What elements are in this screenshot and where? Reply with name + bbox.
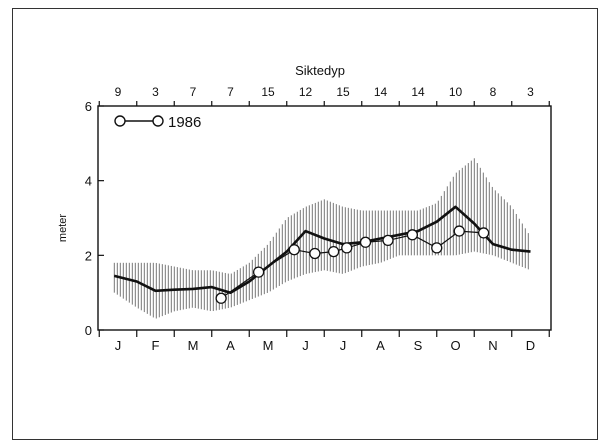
top-count-label-5: 12: [299, 85, 313, 99]
y-axis-label: meter: [57, 214, 69, 242]
y-tick-label-2: 2: [85, 248, 92, 263]
point-1986-10: [453, 225, 465, 237]
point-1986-6: [359, 236, 372, 248]
point-1986-8: [406, 229, 419, 241]
y-tick-label-0: 0: [85, 323, 92, 338]
y-tick-label-6: 6: [85, 99, 92, 114]
top-count-label-0: 9: [115, 85, 122, 99]
month-label-5: J: [302, 338, 309, 353]
series-points: [215, 225, 490, 304]
month-label-10: N: [488, 338, 497, 353]
y-tick-label-4: 4: [85, 174, 92, 189]
figure-frame: [12, 8, 598, 440]
month-label-0: J: [115, 338, 122, 353]
legend-marker-right: [152, 115, 164, 127]
month-label-6: J: [340, 338, 347, 353]
top-count-label-3: 7: [227, 85, 234, 99]
axis-ticks: 0 2 4 6 J F M A M J J A S O N D 9 3 7 7 15 12 15 14 14 10 8 3: [85, 85, 550, 353]
point-1986-7: [382, 234, 394, 247]
top-count-label-6: 15: [336, 85, 350, 99]
top-count-label-4: 15: [261, 85, 275, 99]
month-label-11: D: [526, 338, 535, 353]
legend-label-1986: 1986: [168, 114, 201, 131]
top-count-label-10: 8: [490, 85, 497, 99]
point-1986-1: [252, 266, 265, 278]
point-1986-4: [327, 245, 340, 258]
month-label-7: A: [376, 338, 385, 353]
point-1986-5: [341, 242, 353, 254]
legend-marker-left: [114, 115, 126, 127]
mean-line: [113, 205, 531, 294]
chart-title: Siktedyp: [295, 63, 345, 78]
point-1986-11: [477, 227, 490, 239]
month-label-9: O: [450, 338, 460, 353]
top-count-label-2: 7: [190, 85, 197, 99]
point-1986-0: [215, 292, 227, 304]
top-count-label-9: 10: [449, 85, 463, 99]
legend: 1986: [114, 114, 201, 131]
top-count-label-1: 3: [152, 85, 159, 99]
month-label-1: F: [152, 338, 160, 353]
month-label-2: M: [188, 338, 199, 353]
top-count-label-7: 14: [374, 85, 388, 99]
month-label-4: M: [263, 338, 274, 353]
top-count-label-8: 14: [411, 85, 425, 99]
top-count-label-11: 3: [527, 85, 534, 99]
month-label-8: S: [414, 338, 423, 353]
point-1986-2: [288, 244, 300, 256]
month-label-3: A: [226, 338, 235, 353]
point-1986-3: [309, 247, 321, 260]
point-1986-9: [431, 242, 443, 254]
